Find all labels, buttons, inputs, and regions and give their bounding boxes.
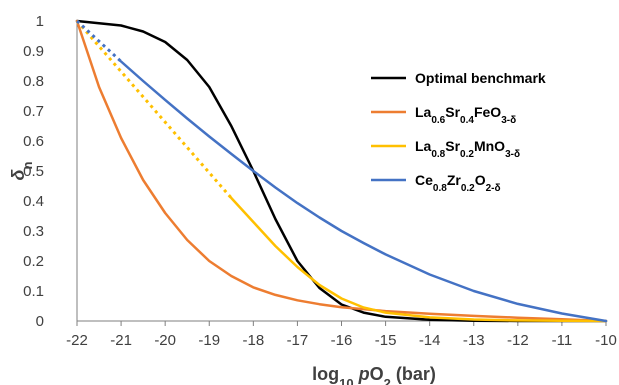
- y-tick-label: 0.3: [23, 223, 44, 240]
- series-extrapolation-line: [75, 19, 123, 63]
- y-tick-label: 0.4: [23, 193, 44, 210]
- x-tick-label: -11: [552, 332, 573, 349]
- x-tick-label: -10: [595, 332, 617, 349]
- x-tick-label: -12: [507, 332, 529, 349]
- series-line: [75, 19, 608, 323]
- x-tick-label: -16: [331, 332, 353, 349]
- x-tick-label: -17: [287, 332, 309, 349]
- legend-label: Ce0.8Zr0.2O2-δ: [415, 172, 501, 194]
- y-tick-label: 0.5: [23, 163, 44, 180]
- y-tick-label: 0.8: [23, 73, 44, 90]
- series-line: [230, 196, 608, 323]
- x-tick-label: -13: [463, 332, 485, 349]
- series-line: [75, 19, 608, 323]
- y-axis-title: δn: [8, 161, 35, 180]
- series-line: [119, 60, 608, 323]
- series-extrapolation-line: [75, 20, 233, 199]
- y-tick-label: 0: [36, 313, 44, 330]
- x-tick-label: -15: [375, 332, 397, 349]
- y-tick-label: 0.6: [23, 133, 44, 150]
- legend-label: La0.6Sr0.4FeO3-δ: [415, 104, 516, 126]
- x-tick-label: -19: [198, 332, 220, 349]
- y-tick-label: 0.1: [23, 283, 44, 300]
- x-tick-label: -14: [419, 332, 441, 349]
- legend-label: Optimal benchmark: [415, 70, 546, 86]
- axes: -22 -21 -20 -19 -18 -17 -16 -15 -14 -13 -12 -11 -10 0…: [23, 13, 617, 349]
- y-tick-label: 1: [36, 13, 44, 30]
- axis-titles: log10 pO2 (bar) δn: [8, 161, 436, 385]
- x-tick-label: -20: [154, 332, 176, 349]
- series-lines: [75, 19, 608, 323]
- x-tick-label: -21: [110, 332, 132, 349]
- legend-label: La0.8Sr0.2MnO3-δ: [415, 138, 520, 160]
- legend: Optimal benchmark La0.6Sr0.4FeO3-δ La0.8Sr…: [371, 70, 546, 194]
- y-tick-label: 0.9: [23, 43, 44, 60]
- x-tick-label: -22: [66, 332, 88, 349]
- x-tick-label: -18: [242, 332, 264, 349]
- x-axis-title: log10 pO2 (bar): [312, 364, 436, 385]
- y-tick-label: 0.7: [23, 103, 44, 120]
- y-tick-label: 0.2: [23, 253, 44, 270]
